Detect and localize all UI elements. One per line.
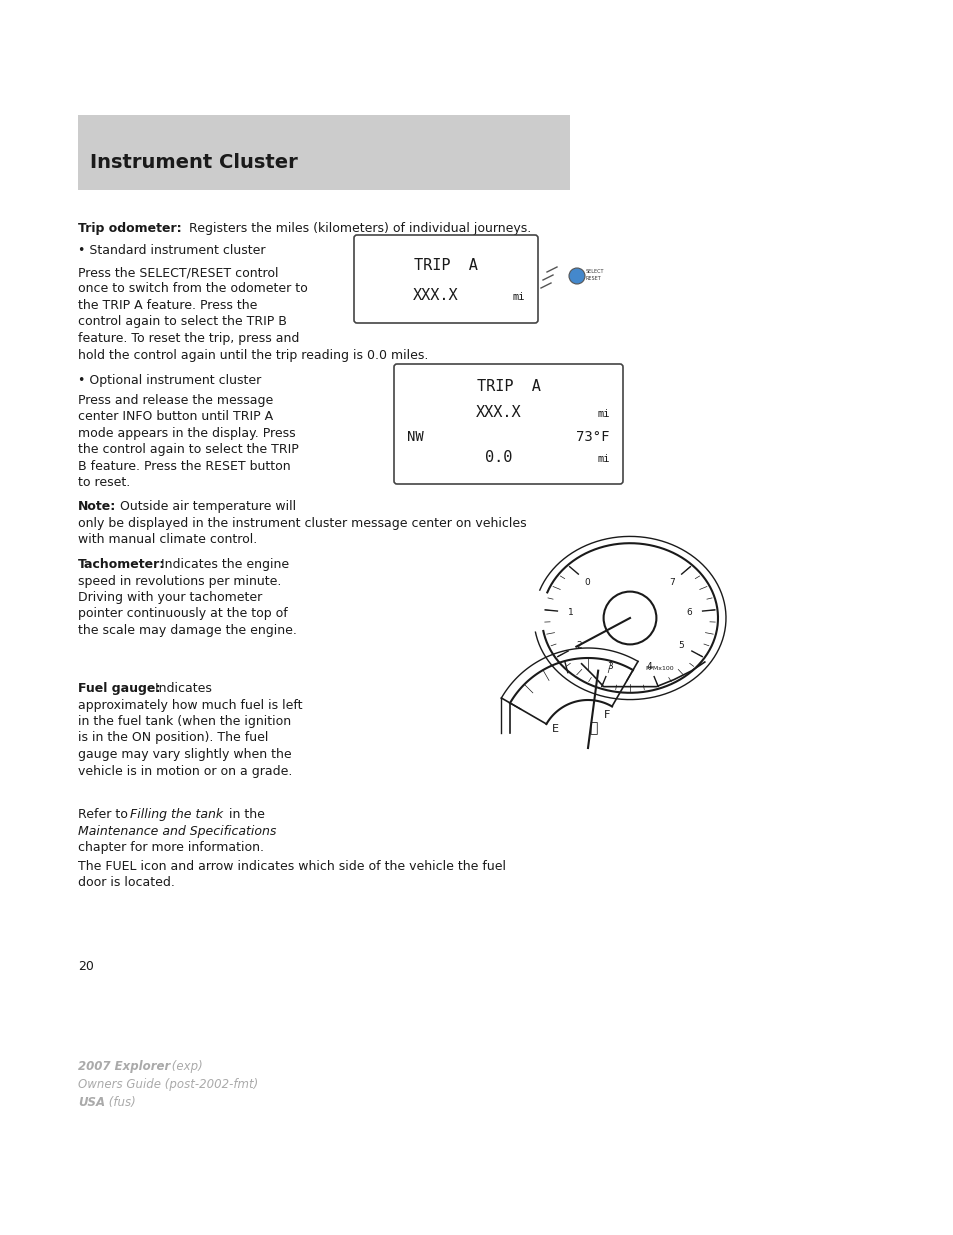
Text: hold the control again until the trip reading is 0.0 miles.: hold the control again until the trip re… bbox=[78, 348, 428, 362]
Text: 5: 5 bbox=[677, 641, 683, 650]
Text: 0.0: 0.0 bbox=[484, 451, 512, 466]
Text: gauge may vary slightly when the: gauge may vary slightly when the bbox=[78, 748, 292, 761]
Text: the TRIP A feature. Press the: the TRIP A feature. Press the bbox=[78, 299, 257, 312]
Text: The FUEL icon and arrow indicates which side of the vehicle the fuel: The FUEL icon and arrow indicates which … bbox=[78, 860, 505, 872]
Text: in the: in the bbox=[225, 808, 265, 821]
Text: 1: 1 bbox=[567, 608, 573, 616]
Text: • Standard instrument cluster: • Standard instrument cluster bbox=[78, 245, 265, 257]
FancyBboxPatch shape bbox=[394, 364, 622, 484]
Text: Filling the tank: Filling the tank bbox=[130, 808, 223, 821]
Text: mi: mi bbox=[598, 409, 610, 419]
Text: 7: 7 bbox=[669, 578, 675, 587]
Text: speed in revolutions per minute.: speed in revolutions per minute. bbox=[78, 574, 281, 588]
Text: XXX.X: XXX.X bbox=[413, 288, 458, 303]
Text: NW: NW bbox=[407, 430, 423, 445]
Text: 3: 3 bbox=[607, 662, 613, 671]
Circle shape bbox=[603, 592, 656, 645]
Text: Registers the miles (kilometers) of individual journeys.: Registers the miles (kilometers) of indi… bbox=[185, 222, 531, 235]
Text: Maintenance and Specifications: Maintenance and Specifications bbox=[78, 825, 276, 837]
Text: Driving with your tachometer: Driving with your tachometer bbox=[78, 592, 262, 604]
Text: vehicle is in motion or on a grade.: vehicle is in motion or on a grade. bbox=[78, 764, 292, 778]
Text: only be displayed in the instrument cluster message center on vehicles: only be displayed in the instrument clus… bbox=[78, 516, 526, 530]
Text: to reset.: to reset. bbox=[78, 477, 131, 489]
Text: the control again to select the TRIP: the control again to select the TRIP bbox=[78, 443, 298, 457]
Text: ⛽: ⛽ bbox=[588, 721, 597, 735]
Text: in the fuel tank (when the ignition: in the fuel tank (when the ignition bbox=[78, 715, 291, 727]
Text: door is located.: door is located. bbox=[78, 876, 174, 889]
Text: Refer to: Refer to bbox=[78, 808, 132, 821]
Text: pointer continuously at the top of: pointer continuously at the top of bbox=[78, 608, 288, 620]
Text: Note:: Note: bbox=[78, 500, 116, 513]
Bar bbox=[78, 115, 569, 190]
Text: • Optional instrument cluster: • Optional instrument cluster bbox=[78, 374, 261, 387]
Text: mode appears in the display. Press: mode appears in the display. Press bbox=[78, 427, 295, 440]
Text: RESET: RESET bbox=[585, 275, 601, 282]
Text: control again to select the TRIP B: control again to select the TRIP B bbox=[78, 315, 287, 329]
Text: Indicates the engine: Indicates the engine bbox=[157, 558, 289, 571]
Text: Press and release the message: Press and release the message bbox=[78, 394, 273, 408]
Text: USA: USA bbox=[78, 1095, 105, 1109]
Text: feature. To reset the trip, press and: feature. To reset the trip, press and bbox=[78, 332, 299, 345]
Text: Indicates: Indicates bbox=[151, 682, 212, 695]
Text: F: F bbox=[603, 710, 610, 720]
Text: Outside air temperature will: Outside air temperature will bbox=[116, 500, 295, 513]
Text: B feature. Press the RESET button: B feature. Press the RESET button bbox=[78, 459, 291, 473]
Text: (exp): (exp) bbox=[168, 1060, 203, 1073]
Text: with manual climate control.: with manual climate control. bbox=[78, 534, 257, 546]
Circle shape bbox=[568, 268, 584, 284]
Text: mi: mi bbox=[598, 454, 610, 464]
Text: approximately how much fuel is left: approximately how much fuel is left bbox=[78, 699, 302, 711]
Text: 6: 6 bbox=[686, 608, 692, 616]
Text: once to switch from the odometer to: once to switch from the odometer to bbox=[78, 283, 308, 295]
Text: 0: 0 bbox=[584, 578, 590, 587]
Text: Fuel gauge:: Fuel gauge: bbox=[78, 682, 160, 695]
Text: Press the SELECT/RESET control: Press the SELECT/RESET control bbox=[78, 266, 278, 279]
Text: mi: mi bbox=[513, 291, 525, 303]
Text: 2007 Explorer: 2007 Explorer bbox=[78, 1060, 170, 1073]
Text: XXX.X: XXX.X bbox=[476, 405, 520, 420]
Text: 4: 4 bbox=[646, 662, 652, 671]
Text: (fus): (fus) bbox=[105, 1095, 135, 1109]
FancyBboxPatch shape bbox=[354, 235, 537, 324]
Text: the scale may damage the engine.: the scale may damage the engine. bbox=[78, 624, 296, 637]
Text: Owners Guide (post-2002-fmt): Owners Guide (post-2002-fmt) bbox=[78, 1078, 258, 1091]
Text: Trip odometer:: Trip odometer: bbox=[78, 222, 181, 235]
Text: is in the ON position). The fuel: is in the ON position). The fuel bbox=[78, 731, 268, 745]
Text: E: E bbox=[551, 724, 558, 734]
Text: 2: 2 bbox=[576, 641, 581, 650]
Text: chapter for more information.: chapter for more information. bbox=[78, 841, 264, 853]
Text: center INFO button until TRIP A: center INFO button until TRIP A bbox=[78, 410, 273, 424]
Text: SELECT: SELECT bbox=[585, 269, 604, 274]
Text: 20: 20 bbox=[78, 960, 93, 973]
Text: TRIP  A: TRIP A bbox=[414, 258, 477, 273]
Text: 73°F: 73°F bbox=[576, 430, 609, 445]
Text: Instrument Cluster: Instrument Cluster bbox=[90, 153, 297, 172]
Text: TRIP  A: TRIP A bbox=[476, 379, 539, 394]
Text: Tachometer:: Tachometer: bbox=[78, 558, 165, 571]
Text: RPMx100: RPMx100 bbox=[645, 667, 674, 672]
